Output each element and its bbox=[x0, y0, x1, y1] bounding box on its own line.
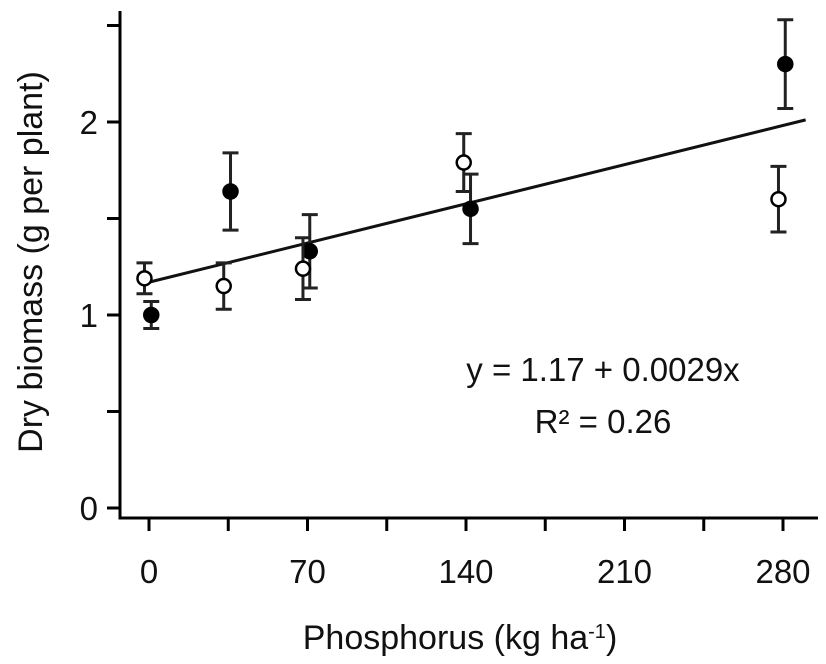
axis-titles: Dry biomass (g per plant) Phosphorus (kg… bbox=[12, 71, 617, 657]
x-axis-title-main: Phosphorus (kg ha bbox=[303, 619, 588, 657]
filled-data-point bbox=[462, 200, 479, 218]
filled-data-point bbox=[222, 183, 239, 200]
r-squared-annotation: R² = 0.26 bbox=[535, 403, 672, 440]
y-axis-title: Dry biomass (g per plant) bbox=[12, 71, 50, 453]
filled-data-point bbox=[777, 55, 794, 73]
equation-annotation: y = 1.17 + 0.0029x bbox=[466, 351, 740, 388]
x-tick-label: 70 bbox=[289, 553, 326, 590]
x-ticks: 0 70 140 210 280 bbox=[140, 518, 811, 590]
y-tick-label: 0 bbox=[80, 490, 98, 527]
x-tick-label: 280 bbox=[755, 553, 810, 590]
filled-data-point bbox=[301, 243, 319, 260]
y-tick-label: 1 bbox=[80, 297, 98, 334]
annotations: y = 1.17 + 0.0029x R² = 0.26 bbox=[466, 351, 740, 440]
data-points bbox=[136, 18, 794, 331]
open-data-point bbox=[215, 277, 232, 295]
x-tick-label: 210 bbox=[597, 553, 652, 590]
x-axis-title-superscript: -1 bbox=[588, 621, 606, 643]
axis-frame bbox=[118, 11, 818, 520]
open-data-point bbox=[455, 154, 472, 171]
axes bbox=[118, 11, 818, 520]
x-axis-title: Phosphorus (kg ha-1) bbox=[303, 619, 618, 657]
y-ticks: 0 1 2 bbox=[80, 24, 120, 527]
x-tick-label: 0 bbox=[140, 553, 158, 590]
open-data-point bbox=[770, 190, 787, 208]
x-tick-label: 140 bbox=[438, 553, 493, 590]
y-tick-label: 2 bbox=[80, 104, 98, 141]
open-data-point bbox=[136, 270, 153, 287]
filled-data-point bbox=[143, 306, 160, 324]
x-axis-title-suffix: ) bbox=[606, 619, 617, 657]
open-data-point bbox=[294, 260, 312, 277]
